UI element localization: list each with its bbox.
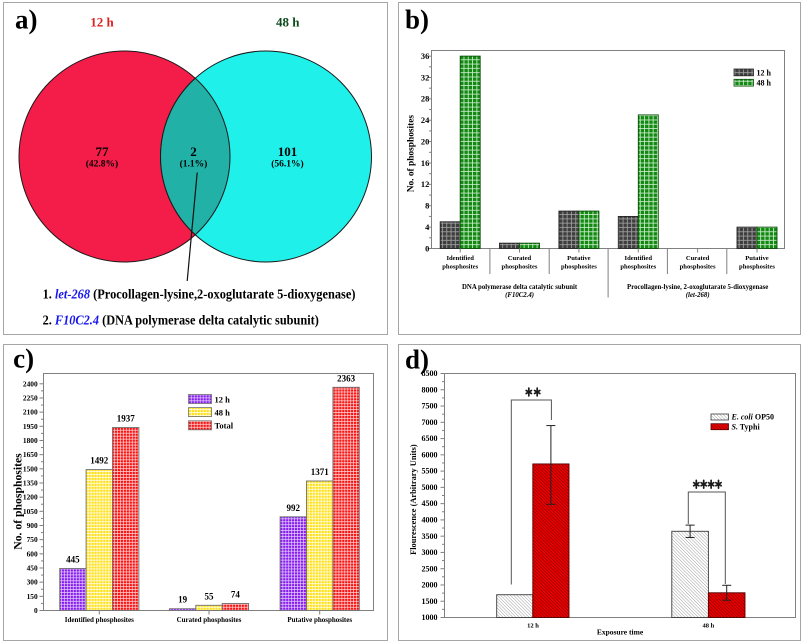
svg-text:1200: 1200 bbox=[23, 493, 38, 502]
svg-text:36: 36 bbox=[421, 52, 429, 61]
svg-text:24: 24 bbox=[421, 116, 430, 125]
svg-text:Curated: Curated bbox=[508, 255, 532, 262]
svg-text:7500: 7500 bbox=[422, 402, 438, 411]
svg-text:2100: 2100 bbox=[23, 408, 38, 417]
svg-text:phosphosites: phosphosites bbox=[739, 264, 775, 271]
svg-text:1000: 1000 bbox=[422, 613, 438, 622]
svg-text:48 h: 48 h bbox=[276, 15, 300, 30]
svg-text:1650: 1650 bbox=[23, 450, 38, 459]
svg-text:48 h: 48 h bbox=[703, 623, 715, 630]
svg-text:2250: 2250 bbox=[23, 394, 38, 403]
svg-text:Total: Total bbox=[215, 421, 234, 431]
svg-text:12 h: 12 h bbox=[757, 68, 772, 77]
svg-text:S. Typhi: S. Typhi bbox=[732, 423, 761, 432]
svg-text:150: 150 bbox=[27, 592, 38, 601]
svg-text:6500: 6500 bbox=[422, 434, 438, 443]
svg-text:28: 28 bbox=[421, 95, 429, 104]
svg-text:12 h: 12 h bbox=[215, 394, 231, 404]
svg-text:3500: 3500 bbox=[422, 532, 438, 541]
svg-text:1500: 1500 bbox=[23, 464, 38, 473]
svg-text:5000: 5000 bbox=[422, 483, 438, 492]
svg-text:2363: 2363 bbox=[337, 373, 356, 383]
svg-text:300: 300 bbox=[27, 578, 38, 587]
svg-text:20: 20 bbox=[421, 137, 429, 146]
svg-text:Curated: Curated bbox=[686, 255, 710, 262]
svg-text:1050: 1050 bbox=[23, 507, 38, 516]
svg-text:1950: 1950 bbox=[23, 422, 38, 431]
svg-text:12 h: 12 h bbox=[90, 15, 114, 30]
svg-text:12 h: 12 h bbox=[527, 623, 539, 630]
svg-text:0: 0 bbox=[425, 244, 429, 253]
svg-text:445: 445 bbox=[66, 555, 80, 565]
svg-text:750: 750 bbox=[27, 535, 38, 544]
svg-text:6000: 6000 bbox=[422, 450, 438, 459]
svg-text:1. let-268 (Procollagen-lysine: 1. let-268 (Procollagen-lysine,2-oxoglut… bbox=[43, 286, 356, 302]
svg-text:1371: 1371 bbox=[311, 467, 330, 477]
svg-text:(1.1%): (1.1%) bbox=[180, 159, 208, 170]
svg-text:No. of phosphosites: No. of phosphosites bbox=[12, 453, 25, 550]
svg-text:phosphosites: phosphosites bbox=[502, 264, 538, 271]
svg-text:Identified: Identified bbox=[446, 255, 474, 262]
svg-text:8500: 8500 bbox=[422, 369, 438, 378]
svg-text:Putative: Putative bbox=[745, 255, 769, 262]
svg-text:2400: 2400 bbox=[23, 379, 38, 388]
svg-text:2: 2 bbox=[190, 144, 197, 159]
svg-text:Procollagen-lysine, 2-oxogluta: Procollagen-lysine, 2-oxoglutarate 5-dio… bbox=[627, 284, 768, 291]
svg-text:No. of phosphosites: No. of phosphosites bbox=[407, 115, 417, 193]
svg-text:7000: 7000 bbox=[422, 418, 438, 427]
svg-text:8000: 8000 bbox=[422, 385, 438, 394]
svg-text:450: 450 bbox=[27, 564, 38, 573]
svg-text:Putative phosphosites: Putative phosphosites bbox=[287, 616, 352, 624]
svg-text:32: 32 bbox=[421, 73, 429, 82]
svg-text:(42.8%): (42.8%) bbox=[86, 159, 118, 170]
svg-text:19: 19 bbox=[178, 595, 188, 605]
svg-text:4500: 4500 bbox=[422, 499, 438, 508]
svg-text:Curated phosphosites: Curated phosphosites bbox=[177, 616, 242, 624]
svg-text:101: 101 bbox=[278, 144, 298, 159]
svg-text:8: 8 bbox=[425, 202, 429, 211]
svg-text:DNA polymerase delta catalytic: DNA polymerase delta catalytic subunit bbox=[462, 284, 578, 291]
svg-text:77: 77 bbox=[96, 144, 110, 159]
svg-text:0: 0 bbox=[34, 606, 38, 615]
svg-text:b): b) bbox=[405, 5, 429, 35]
svg-text:c): c) bbox=[13, 344, 34, 374]
svg-text:5500: 5500 bbox=[422, 467, 438, 476]
svg-text:1500: 1500 bbox=[422, 597, 438, 606]
svg-text:12: 12 bbox=[421, 180, 429, 189]
svg-text:(56.1%): (56.1%) bbox=[271, 159, 303, 170]
svg-text:phosphosites: phosphosites bbox=[620, 264, 656, 271]
svg-text:1492: 1492 bbox=[90, 456, 109, 466]
svg-text:600: 600 bbox=[27, 549, 38, 558]
svg-text:Putative: Putative bbox=[567, 255, 591, 262]
svg-text:E. coli OP50: E. coli OP50 bbox=[731, 413, 774, 422]
svg-text:1937: 1937 bbox=[117, 414, 136, 424]
svg-text:Identified: Identified bbox=[625, 255, 653, 262]
svg-text:Flourescence (Arbitrary Units): Flourescence (Arbitrary Units) bbox=[409, 444, 418, 555]
svg-text:a): a) bbox=[15, 5, 38, 35]
svg-text:1350: 1350 bbox=[23, 479, 38, 488]
svg-text:2500: 2500 bbox=[422, 564, 438, 573]
svg-text:phosphosites: phosphosites bbox=[442, 264, 478, 271]
svg-text:3000: 3000 bbox=[422, 548, 438, 557]
svg-text:2000: 2000 bbox=[422, 581, 438, 590]
svg-text:48 h: 48 h bbox=[215, 407, 231, 417]
svg-text:(F10C2.4): (F10C2.4) bbox=[505, 292, 534, 299]
svg-text:55: 55 bbox=[205, 591, 215, 601]
svg-text:4000: 4000 bbox=[422, 516, 438, 525]
svg-text:48 h: 48 h bbox=[757, 79, 772, 88]
svg-text:Exposure time: Exposure time bbox=[597, 627, 644, 636]
svg-text:992: 992 bbox=[287, 503, 301, 513]
svg-text:Identified phosphosites: Identified phosphosites bbox=[65, 616, 134, 624]
svg-text:16: 16 bbox=[421, 159, 429, 168]
svg-text:phosphosites: phosphosites bbox=[561, 264, 597, 271]
svg-text:d): d) bbox=[405, 345, 429, 375]
svg-text:phosphosites: phosphosites bbox=[680, 264, 716, 271]
svg-text:(let-268): (let-268) bbox=[686, 292, 710, 299]
svg-text:4: 4 bbox=[425, 223, 430, 232]
svg-text:2. F10C2.4 (DNA polymerase del: 2. F10C2.4 (DNA polymerase delta catalyt… bbox=[43, 312, 319, 328]
svg-text:900: 900 bbox=[27, 521, 38, 530]
svg-text:1800: 1800 bbox=[23, 436, 38, 445]
svg-text:74: 74 bbox=[231, 590, 241, 600]
